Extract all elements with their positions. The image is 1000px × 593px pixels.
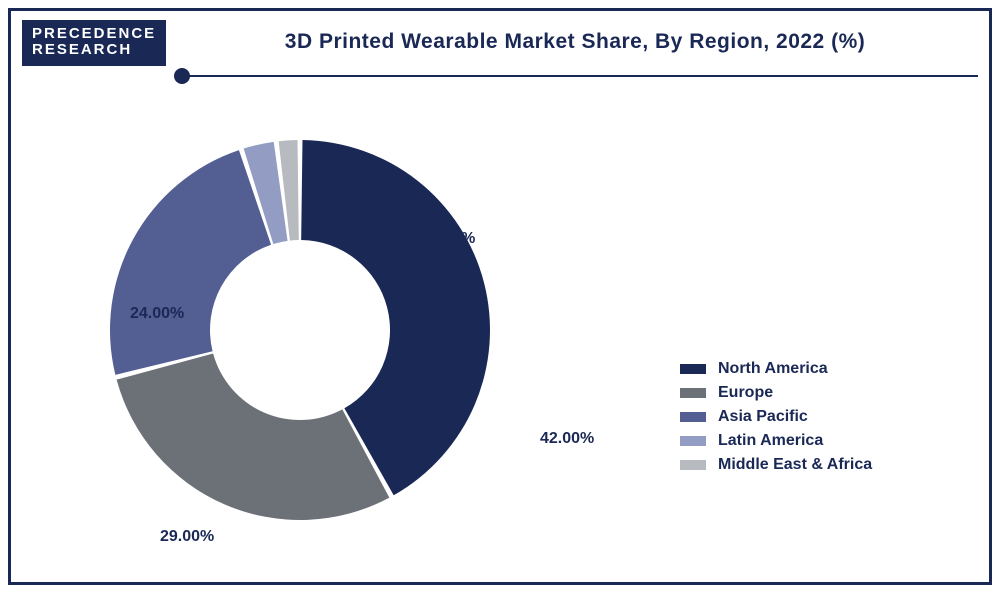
slice-europe <box>117 354 390 520</box>
slice-label-4: 2.00% <box>430 230 475 248</box>
slice-label-3: 3.00% <box>340 220 385 238</box>
chart-title: 3D Printed Wearable Market Share, By Reg… <box>180 30 970 54</box>
legend-item-0: North America <box>680 360 872 378</box>
slice-label-1: 29.00% <box>160 528 214 546</box>
legend-item-2: Asia Pacific <box>680 408 872 426</box>
legend-swatch-3 <box>680 436 706 446</box>
legend-swatch-1 <box>680 388 706 398</box>
brand-logo: PRECEDENCE RESEARCH <box>22 20 166 66</box>
donut-chart: 42.00%29.00%24.00%3.00%2.00% <box>60 110 540 550</box>
slice-label-0: 42.00% <box>540 430 594 448</box>
legend-label-4: Middle East & Africa <box>718 456 872 474</box>
legend-swatch-2 <box>680 412 706 422</box>
logo-line-1: PRECEDENCE <box>32 26 156 42</box>
legend-swatch-0 <box>680 364 706 374</box>
legend-swatch-4 <box>680 460 706 470</box>
slice-label-2: 24.00% <box>130 305 184 323</box>
legend-item-1: Europe <box>680 384 872 402</box>
legend-label-0: North America <box>718 360 828 378</box>
legend-label-1: Europe <box>718 384 773 402</box>
donut-svg <box>60 110 540 550</box>
legend-item-3: Latin America <box>680 432 872 450</box>
legend: North America Europe Asia Pacific Latin Ame… <box>680 360 872 480</box>
slice-asia-pacific <box>110 150 271 375</box>
logo-line-2: RESEARCH <box>32 42 156 58</box>
legend-item-4: Middle East & Africa <box>680 456 872 474</box>
title-rule <box>180 75 978 77</box>
title-wrap: 3D Printed Wearable Market Share, By Reg… <box>180 30 970 54</box>
legend-label-2: Asia Pacific <box>718 408 808 426</box>
legend-label-3: Latin America <box>718 432 823 450</box>
